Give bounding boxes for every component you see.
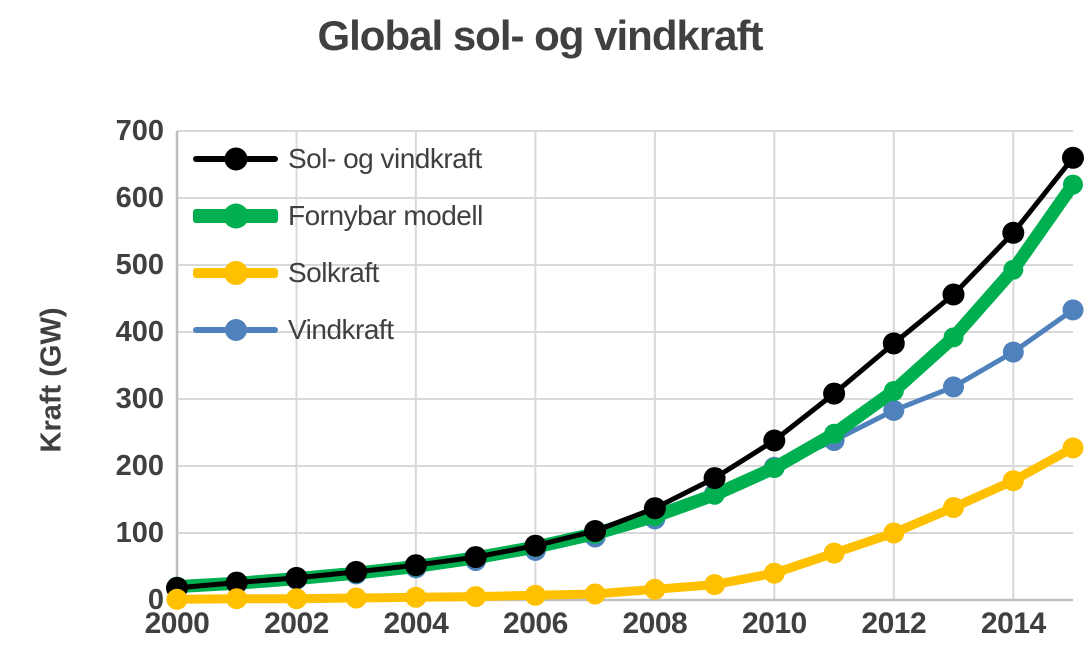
data-point-solkraft	[644, 578, 666, 600]
data-point-sol-og-vindkraft	[524, 534, 547, 557]
data-point-solkraft	[286, 588, 307, 610]
y-tick-label: 200	[115, 450, 164, 482]
legend-item-fornybar-modell: Fornybar modell	[193, 187, 483, 244]
data-point-sol-og-vindkraft	[404, 554, 427, 577]
legend-label-vindkraft: Vindkraft	[288, 313, 394, 345]
data-point-sol-og-vindkraft	[464, 546, 487, 569]
data-point-sol-og-vindkraft	[225, 571, 248, 594]
data-point-solkraft	[405, 586, 427, 608]
data-point-sol-og-vindkraft	[703, 467, 726, 490]
x-tick-label: 2004	[383, 607, 449, 640]
data-point-sol-og-vindkraft	[345, 560, 368, 583]
y-tick-label: 100	[115, 517, 164, 549]
data-point-solkraft	[883, 522, 905, 544]
data-point-solkraft	[1062, 437, 1084, 459]
legend-item-solkraft: Solkraft	[193, 244, 483, 301]
data-point-sol-og-vindkraft	[763, 429, 786, 452]
y-tick-label: 0	[147, 584, 164, 616]
x-tick-label: 2010	[741, 607, 807, 640]
data-point-fornybar-modell	[883, 381, 904, 401]
data-point-solkraft	[345, 587, 367, 609]
data-point-solkraft	[704, 574, 726, 596]
data-point-solkraft	[166, 588, 188, 610]
data-point-solkraft	[465, 586, 487, 608]
data-point-fornybar-modell	[764, 458, 785, 478]
legend-dot-vindkraft	[224, 318, 247, 341]
series-sol-og-vindkraft	[166, 146, 1084, 599]
y-tick-label: 300	[115, 383, 164, 415]
x-tick-label: 2000	[144, 607, 210, 640]
data-point-fornybar-modell	[943, 327, 964, 348]
legend-label-solkraft: Solkraft	[288, 256, 379, 288]
data-point-fornybar-modell	[1003, 259, 1024, 280]
legend-item-sol-og-vindkraft: Sol- og vindkraft	[193, 130, 483, 187]
data-point-vindkraft	[943, 376, 964, 398]
legend-marker-solkraft	[193, 244, 278, 301]
legend-marker-fornybar-modell	[193, 187, 278, 244]
data-point-sol-og-vindkraft	[1062, 146, 1084, 169]
x-tick-label: 2006	[503, 607, 568, 640]
data-point-solkraft	[226, 588, 248, 610]
legend-marker-vindkraft	[193, 301, 278, 358]
x-tick-label: 2008	[622, 607, 688, 640]
data-point-sol-og-vindkraft	[643, 497, 666, 520]
x-tick-label: 2002	[264, 607, 329, 640]
y-tick-label: 400	[115, 316, 164, 348]
data-point-sol-og-vindkraft	[285, 566, 308, 589]
data-point-solkraft	[943, 497, 964, 518]
data-point-solkraft	[524, 584, 546, 606]
data-point-solkraft	[1002, 470, 1024, 492]
data-point-vindkraft	[1002, 341, 1024, 363]
y-tick-label: 600	[115, 182, 164, 214]
series-solkraft	[166, 437, 1084, 610]
legend-dot-fornybar-modell	[223, 203, 248, 228]
data-point-sol-og-vindkraft	[823, 382, 846, 405]
data-point-solkraft	[584, 583, 606, 605]
data-point-fornybar-modell	[824, 423, 845, 444]
legend-label-fornybar-modell: Fornybar modell	[288, 199, 483, 231]
data-point-solkraft	[763, 562, 785, 584]
data-point-solkraft	[823, 542, 845, 564]
data-point-fornybar-modell	[704, 484, 725, 505]
x-tick-label: 2014	[980, 607, 1046, 640]
legend-marker-sol-og-vindkraft	[193, 130, 278, 187]
chart-title: Global sol- og vindkraft	[317, 12, 763, 59]
data-point-sol-og-vindkraft	[942, 283, 965, 306]
series-line-solkraft	[172, 443, 1078, 604]
series-line-sol-og-vindkraft	[174, 155, 1076, 591]
legend-dot-solkraft	[223, 260, 248, 285]
y-tick-label: 700	[115, 115, 164, 147]
y-tick-label: 500	[115, 249, 164, 281]
data-point-vindkraft	[1062, 299, 1084, 321]
legend-dot-sol-og-vindkraft	[224, 147, 247, 170]
data-point-sol-og-vindkraft	[584, 520, 607, 542]
x-tick-label: 2012	[861, 607, 927, 640]
legend-item-vindkraft: Vindkraft	[193, 301, 483, 358]
data-point-fornybar-modell	[1063, 174, 1083, 195]
data-point-sol-og-vindkraft	[1002, 221, 1025, 244]
legend: Sol- og vindkraft Fornybar modell Solkraft…	[193, 130, 483, 358]
legend-label-sol-og-vindkraft: Sol- og vindkraft	[288, 142, 482, 174]
data-point-vindkraft	[883, 399, 905, 421]
data-point-sol-og-vindkraft	[882, 332, 905, 355]
